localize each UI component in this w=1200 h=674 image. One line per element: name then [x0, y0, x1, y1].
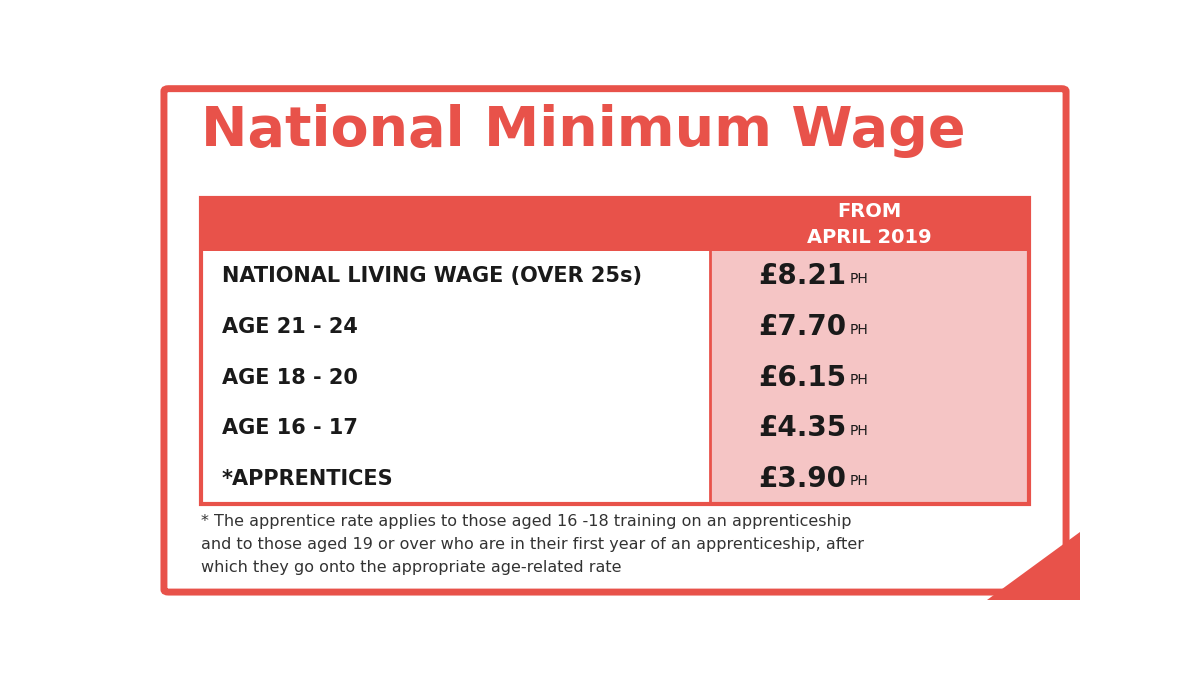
Text: FROM
APRIL 2019: FROM APRIL 2019: [808, 202, 932, 247]
Text: PH: PH: [850, 424, 869, 437]
Text: £7.70: £7.70: [758, 313, 846, 341]
Text: PH: PH: [850, 373, 869, 387]
Text: £3.90: £3.90: [758, 464, 846, 493]
Text: AGE 21 - 24: AGE 21 - 24: [222, 317, 358, 337]
Text: AGE 18 - 20: AGE 18 - 20: [222, 367, 358, 388]
Bar: [710, 251, 1028, 504]
Text: *APPRENTICES: *APPRENTICES: [222, 468, 394, 489]
Text: £4.35: £4.35: [758, 414, 846, 442]
Text: National Minimum Wage: National Minimum Wage: [202, 104, 966, 158]
Text: PH: PH: [850, 272, 869, 286]
Text: AGE 16 - 17: AGE 16 - 17: [222, 418, 358, 438]
Text: * The apprentice rate applies to those aged 16 -18 training on an apprenticeship: * The apprentice rate applies to those a…: [202, 514, 864, 575]
Bar: [202, 251, 710, 504]
Text: PH: PH: [850, 474, 869, 488]
Polygon shape: [986, 532, 1080, 600]
FancyBboxPatch shape: [164, 89, 1066, 592]
Text: NATIONAL LIVING WAGE (OVER 25s): NATIONAL LIVING WAGE (OVER 25s): [222, 266, 642, 286]
Text: £6.15: £6.15: [758, 363, 846, 392]
Text: PH: PH: [850, 323, 869, 336]
Text: £8.21: £8.21: [758, 262, 846, 290]
Bar: [202, 197, 1028, 504]
Bar: [202, 197, 1028, 251]
